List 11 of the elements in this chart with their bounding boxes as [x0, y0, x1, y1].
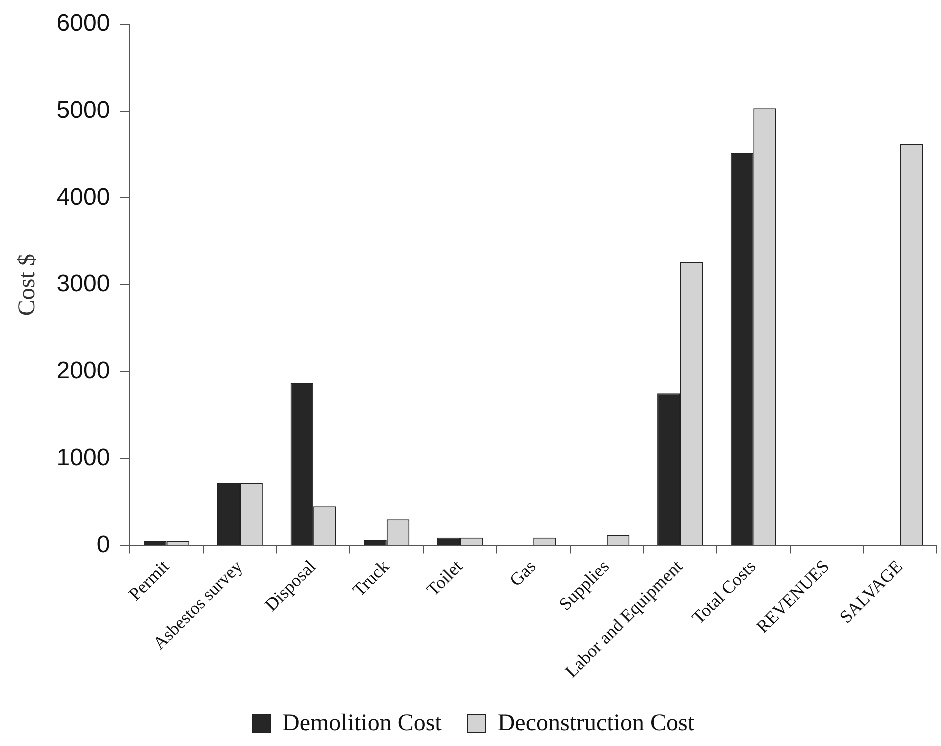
y-tick-label: 6000	[56, 10, 110, 38]
y-tick-label: 0	[96, 531, 110, 558]
x-tick-label: Gas	[506, 556, 540, 590]
y-tick-label: 4000	[56, 184, 110, 211]
legend-label: Deconstruction Cost	[498, 710, 695, 736]
y-tick-label: 3000	[56, 270, 110, 298]
y-axis-title: Cost $	[14, 254, 41, 316]
legend-label: Demolition Cost	[282, 710, 442, 736]
y-tick-label: 5000	[56, 96, 110, 124]
y-tick-label: 1000	[56, 444, 110, 472]
y-tick-label: 2000	[56, 358, 110, 385]
